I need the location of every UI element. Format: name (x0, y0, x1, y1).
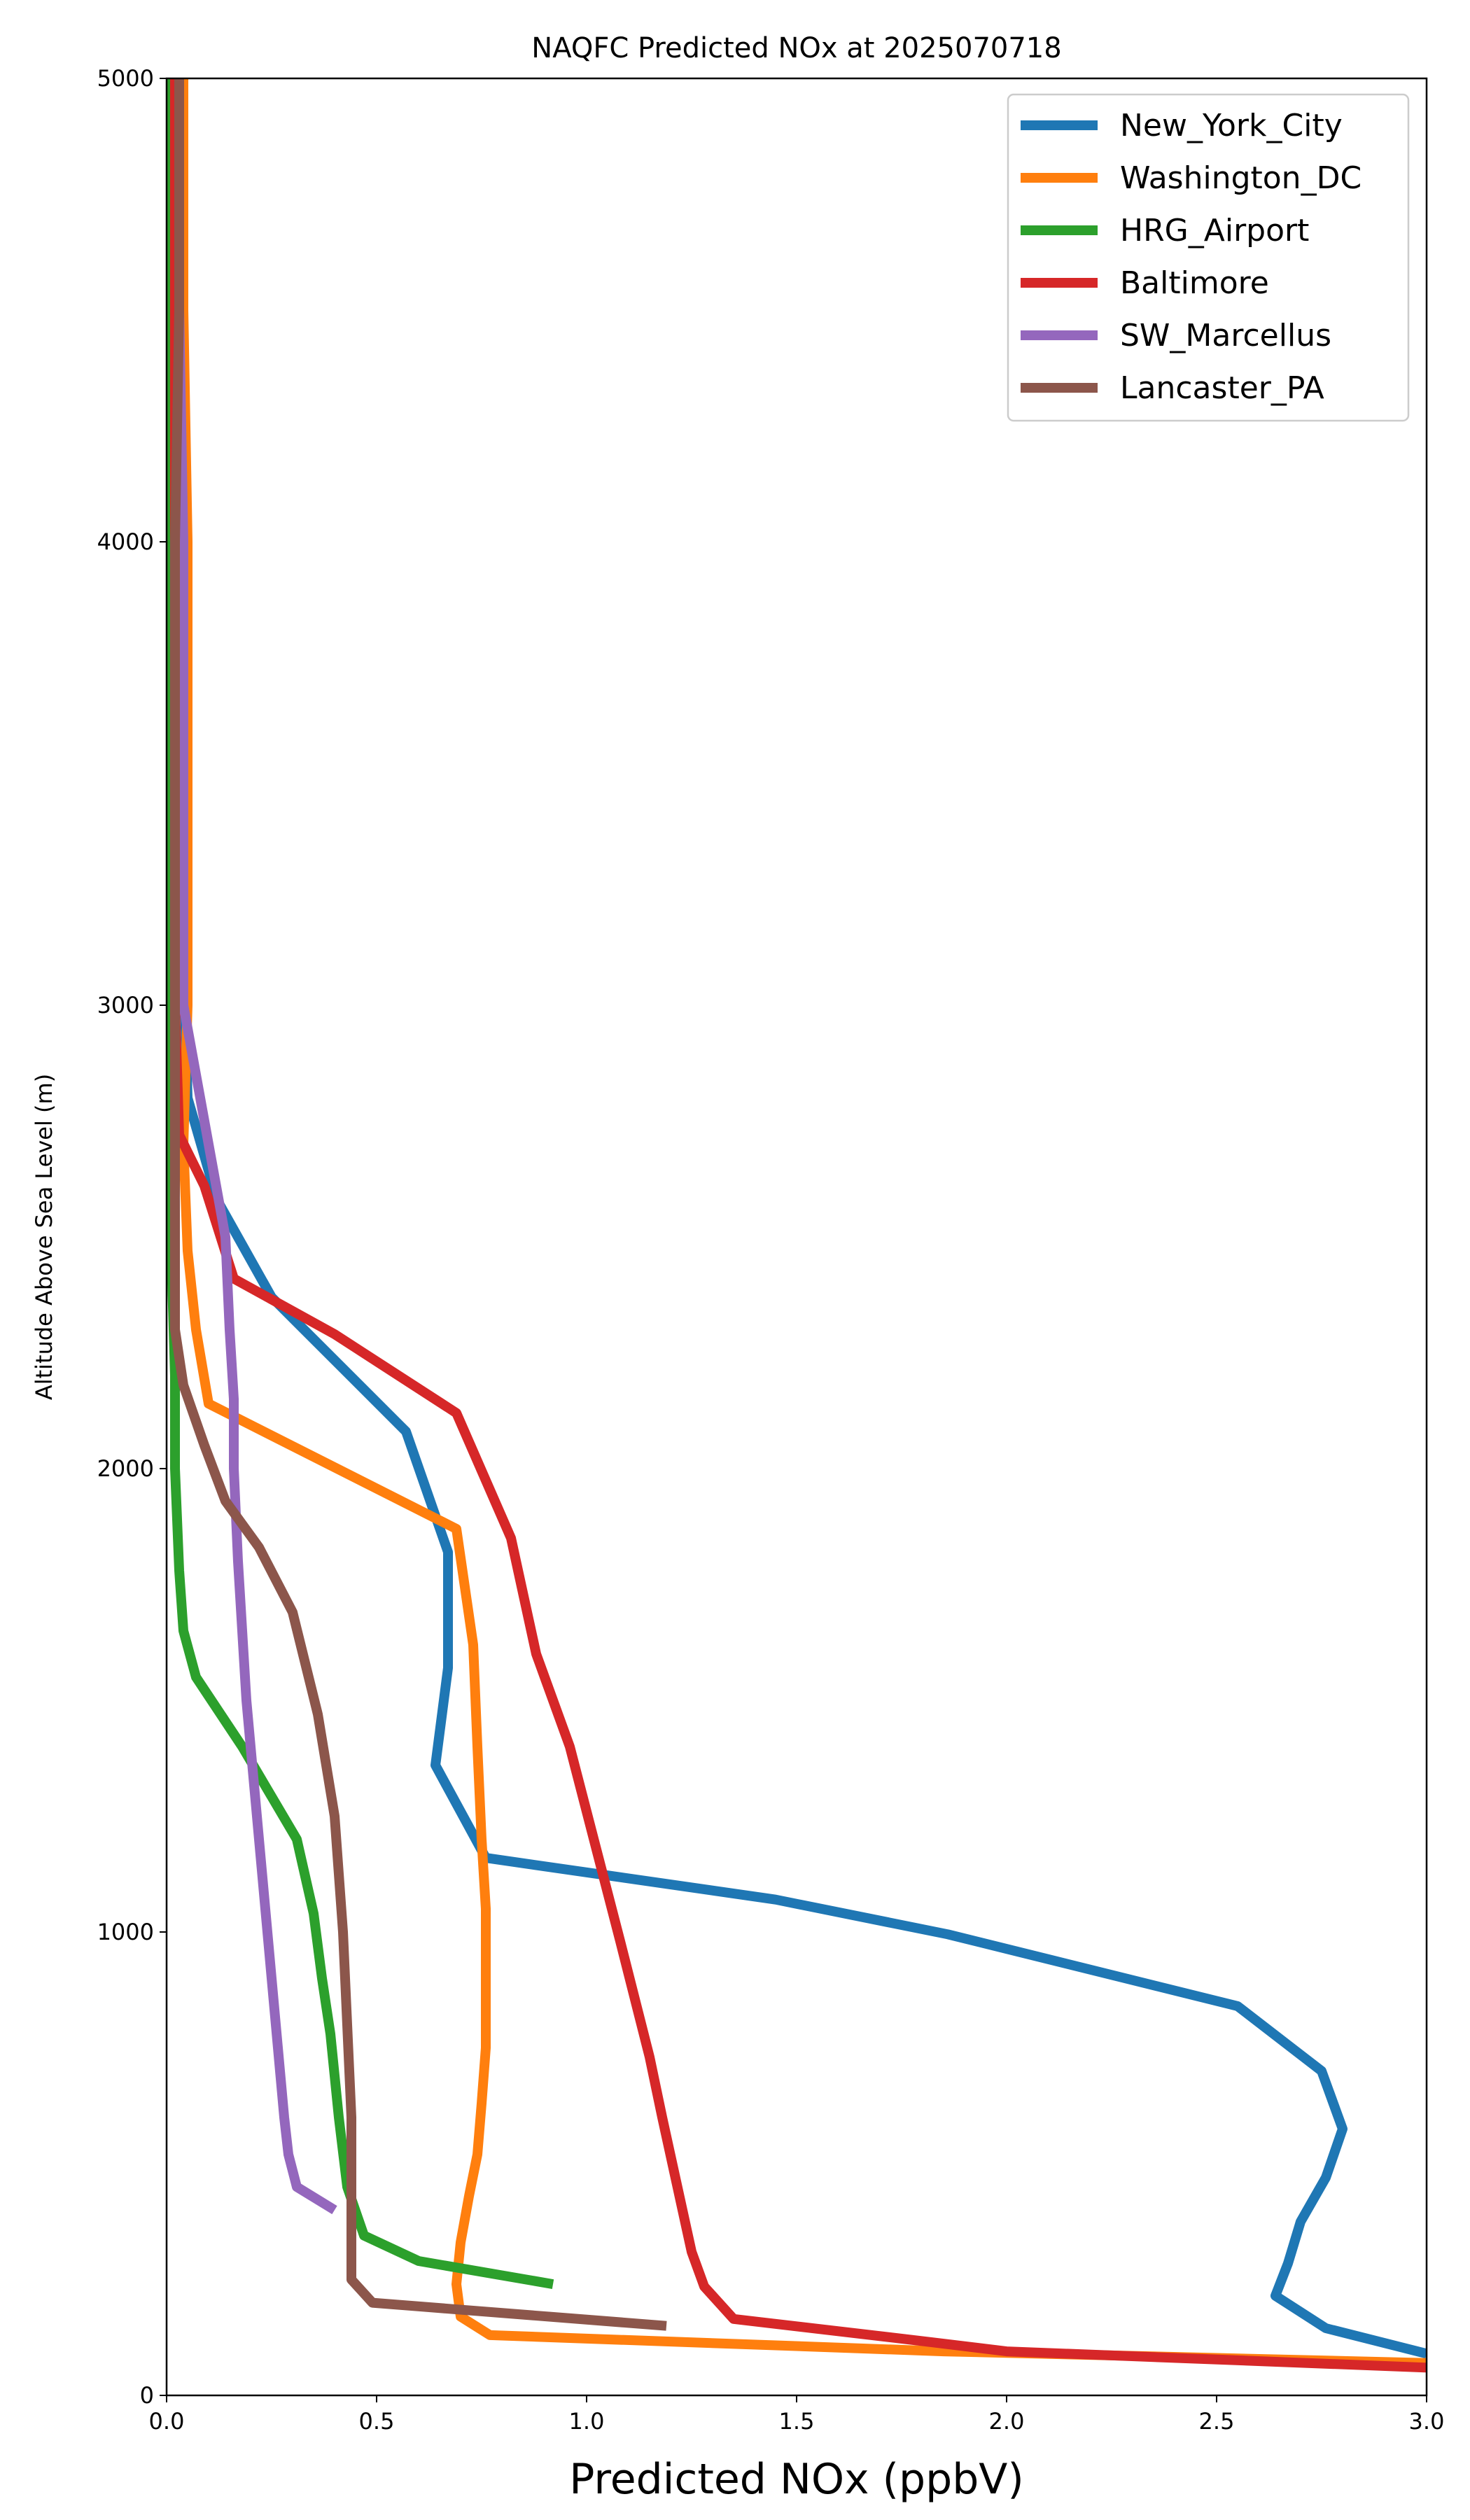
x-tick-label: 1.0 (569, 2408, 605, 2435)
y-axis-label: Altitude Above Sea Level (m) (31, 1074, 57, 1400)
legend-label: Lancaster_PA (1120, 370, 1324, 406)
legend-label: New_York_City (1120, 108, 1343, 144)
y-tick-label: 0 (140, 2382, 154, 2409)
y-tick-label: 5000 (97, 65, 154, 92)
series-layer (167, 78, 1427, 2373)
y-tick-label: 3000 (97, 992, 154, 1018)
x-tick-label: 2.5 (1199, 2408, 1235, 2435)
legend-label: HRG_Airport (1120, 213, 1309, 248)
series-line-lancaster-pa (170, 78, 667, 2331)
x-tick-label: 1.5 (779, 2408, 815, 2435)
legend-label: SW_Marcellus (1120, 318, 1331, 354)
y-tick-label: 1000 (97, 1919, 154, 1945)
y-tick-label: 4000 (97, 528, 154, 555)
y-axis: 0 1000 2000 3000 4000 5000 (97, 65, 167, 2409)
x-axis-label: Predicted NOx (ppbV) (569, 2455, 1024, 2504)
legend-label: Baltimore (1120, 265, 1269, 301)
legend: New_York_City Washington_DC HRG_Airport Bal… (1007, 93, 1410, 422)
legend-label: Washington_DC (1120, 160, 1362, 196)
chart-title: NAQFC Predicted NOx at 2025070718 (531, 32, 1061, 64)
y-tick-label: 2000 (97, 1455, 154, 1482)
series-line-sw-marcellus (174, 78, 337, 2215)
x-tick-label: 0.0 (149, 2408, 185, 2435)
x-axis: 0.0 0.5 1.0 1.5 2.0 2.5 3.0 (149, 2395, 1445, 2435)
x-tick-label: 2.0 (989, 2408, 1025, 2435)
legend-frame (1007, 93, 1410, 422)
x-tick-label: 0.5 (359, 2408, 395, 2435)
x-tick-label: 3.0 (1409, 2408, 1445, 2435)
